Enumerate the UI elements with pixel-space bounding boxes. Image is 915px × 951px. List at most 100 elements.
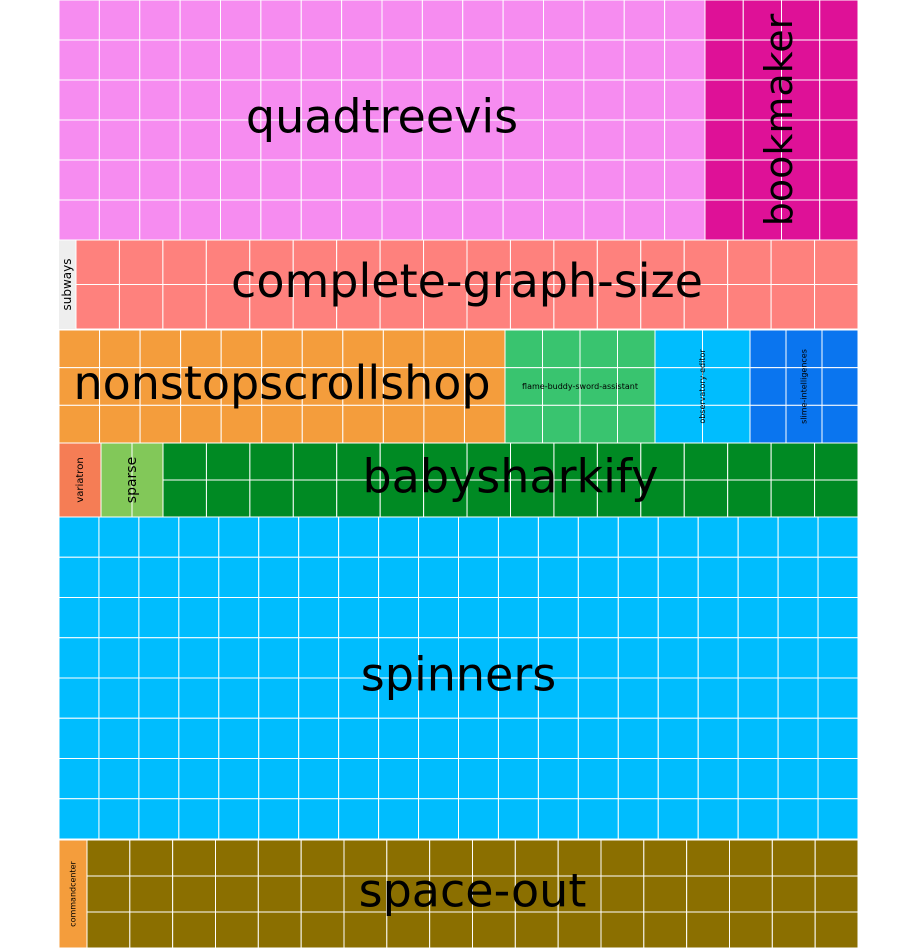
cell-quadtreevis [583,159,625,201]
cell-bookmaker [819,159,859,201]
cell-babysharkify [770,479,816,518]
cell-observatory-editor [702,404,751,444]
cell-quadtreevis [543,0,585,41]
cell-complete-graph-size [75,284,120,330]
cell-nonstopscrollshop [220,404,263,444]
cell-quadtreevis [664,0,706,41]
cell-nonstopscrollshop [220,329,263,369]
cell-quadtreevis [664,39,706,81]
cell-babysharkify [292,479,338,518]
cell-spinners [817,758,859,800]
cell-space-out [600,839,645,877]
cell-quadtreevis [462,199,504,241]
cell-spinners [378,556,420,598]
cell-complete-graph-size [292,284,338,330]
cell-quadtreevis [543,79,585,121]
cell-spinners [58,556,100,598]
cell-spinners [458,597,499,639]
group-label-complete-graph-size: complete-graph-size [231,254,703,308]
cell-quadtreevis [98,199,141,241]
cell-babysharkify [727,442,772,481]
cell-spinners [697,798,739,840]
cell-spinners [58,717,100,759]
cell-spinners [338,677,380,719]
cell-babysharkify [596,442,642,481]
cell-babysharkify [292,442,338,481]
cell-spinners [258,717,300,759]
cell-quadtreevis [462,39,504,81]
cell-quadtreevis [381,0,423,41]
cell-quadtreevis [58,79,100,121]
cell-quadtreevis [98,39,141,81]
cell-complete-graph-size [162,239,207,285]
cell-spinners [537,758,579,800]
cell-nonstopscrollshop [463,367,506,406]
cell-quadtreevis [462,119,504,161]
cell-babysharkify [510,479,555,518]
cell-spinners [697,556,739,598]
cell-complete-graph-size [118,239,164,285]
cell-flame-buddy-sword-assistant [617,329,656,369]
cell-space-out [771,911,816,949]
cell-spinners [617,597,659,639]
cell-space-out [472,875,516,913]
cell-quadtreevis [583,79,625,121]
cell-spinners [138,516,180,558]
cell-spinners [777,637,819,679]
cell-quadtreevis [179,119,222,161]
cell-spinners [298,516,340,558]
group-background-subways [59,240,76,329]
cell-space-out [300,911,345,949]
cell-space-out [86,875,131,913]
group-label-variatron: variatron [75,457,86,502]
cell-sparse [131,442,164,518]
cell-observatory-editor [654,404,703,444]
cell-quadtreevis [623,119,666,161]
cell-bookmaker [819,39,859,81]
cell-spinners [378,717,420,759]
cell-complete-graph-size [814,239,859,285]
cell-spinners [298,677,340,719]
cell-spinners [178,717,220,759]
cell-flame-buddy-sword-assistant [579,329,618,369]
cell-spinners [138,677,180,719]
cell-babysharkify [814,442,859,481]
cell-quadtreevis [300,199,343,241]
cell-quadtreevis [583,199,625,241]
cell-spinners [378,758,420,800]
cell-space-out [771,839,816,877]
cell-slime-intelligences [749,367,787,406]
cell-spinners [418,637,459,679]
cell-spinners [98,597,140,639]
cell-spinners [458,516,499,558]
cell-spinners [218,637,260,679]
cell-babysharkify [814,479,859,518]
cell-quadtreevis [421,159,464,201]
cell-nonstopscrollshop [342,404,384,444]
cell-spinners [418,597,459,639]
cell-spinners [697,717,739,759]
cell-quadtreevis [300,159,343,201]
cell-flame-buddy-sword-assistant [542,329,581,369]
cell-quadtreevis [300,39,343,81]
cell-space-out [386,875,431,913]
cell-quadtreevis [220,119,262,161]
cell-spinners [258,597,300,639]
cell-quadtreevis [139,79,181,121]
cell-spinners [98,637,140,679]
cell-quadtreevis [421,39,464,81]
cell-spinners [737,798,779,840]
cell-spinners [577,758,619,800]
cell-space-out [257,875,302,913]
cell-bookmaker [704,159,744,201]
cell-nonstopscrollshop [99,367,141,406]
cell-spinners [298,597,340,639]
cell-spinners [458,798,499,840]
cell-spinners [817,597,859,639]
cell-quadtreevis [381,39,423,81]
cell-spinners [218,758,260,800]
group-label-nonstopscrollshop: nonstopscrollshop [73,356,490,410]
cell-spinners [777,717,819,759]
cell-babysharkify [683,442,729,481]
cell-spinners [98,717,140,759]
